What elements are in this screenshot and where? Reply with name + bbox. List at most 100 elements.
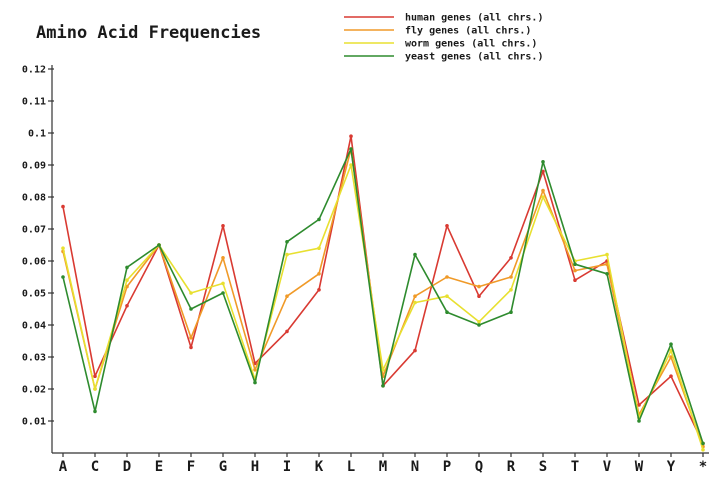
x-tick-label: E bbox=[155, 459, 163, 475]
data-point bbox=[189, 291, 193, 295]
data-point bbox=[125, 265, 129, 270]
data-point bbox=[541, 160, 545, 164]
data-point bbox=[285, 329, 289, 334]
x-tick-label: Y bbox=[667, 459, 676, 475]
data-point bbox=[317, 246, 321, 250]
data-point bbox=[285, 252, 289, 257]
data-point bbox=[445, 310, 449, 315]
x-tick-label: K bbox=[315, 459, 324, 475]
x-tick-label: L bbox=[347, 459, 355, 475]
data-point bbox=[221, 255, 225, 260]
data-point bbox=[541, 188, 545, 193]
y-tick-label: 0.11 bbox=[22, 97, 46, 108]
data-point bbox=[669, 342, 673, 347]
data-point bbox=[61, 246, 65, 250]
data-point bbox=[125, 278, 129, 283]
data-point bbox=[125, 304, 129, 308]
data-point bbox=[253, 380, 257, 385]
series-line bbox=[62, 135, 704, 444]
y-tick-label: 0.04 bbox=[22, 321, 46, 332]
data-point bbox=[93, 374, 97, 379]
data-point bbox=[61, 275, 65, 279]
data-point bbox=[285, 240, 289, 244]
x-tick-label: S bbox=[539, 459, 547, 475]
data-point bbox=[445, 275, 449, 279]
data-point bbox=[189, 336, 193, 340]
x-tick-label: R bbox=[507, 459, 516, 475]
axes: 0.01 0.02 0.03 0.04 0.05 0.06 0.07 0.08 0.09 0.1 0… bbox=[22, 65, 709, 475]
x-tick-label: * bbox=[699, 459, 707, 475]
data-point bbox=[637, 403, 641, 407]
data-point bbox=[317, 288, 321, 292]
x-tick-label: P bbox=[443, 459, 451, 475]
data-point bbox=[509, 255, 513, 260]
x-tick-label: M bbox=[379, 459, 387, 475]
data-point bbox=[253, 368, 257, 372]
data-point bbox=[285, 294, 289, 299]
data-point bbox=[573, 278, 577, 283]
data-point bbox=[669, 348, 673, 353]
x-tick-label: V bbox=[603, 459, 612, 475]
legend-label: worm genes (all chrs.) bbox=[405, 39, 537, 50]
data-point bbox=[669, 355, 673, 359]
data-point bbox=[669, 374, 673, 379]
series-line bbox=[62, 148, 704, 444]
data-point bbox=[413, 294, 417, 299]
y-tick-label: 0.1 bbox=[28, 129, 46, 140]
data-point bbox=[477, 294, 481, 299]
chart-title: Amino Acid Frequencies bbox=[36, 23, 261, 43]
series-line bbox=[62, 164, 704, 451]
x-tick-label: F bbox=[187, 459, 195, 475]
data-point bbox=[445, 294, 449, 299]
data-point bbox=[221, 281, 225, 286]
data-point bbox=[189, 345, 193, 350]
x-tick-label: H bbox=[251, 459, 259, 475]
data-point bbox=[573, 268, 577, 273]
x-tick-label: A bbox=[59, 459, 68, 475]
legend-label: yeast genes (all chrs.) bbox=[405, 52, 543, 63]
data-point bbox=[477, 284, 481, 289]
legend-label: fly genes (all chrs.) bbox=[405, 26, 531, 37]
data-point bbox=[477, 320, 481, 324]
series-layer bbox=[61, 134, 705, 452]
data-point bbox=[381, 384, 385, 388]
y-tick-label: 0.03 bbox=[22, 353, 46, 364]
data-point bbox=[413, 300, 417, 305]
y-tick-label: 0.02 bbox=[22, 385, 46, 396]
series-line bbox=[62, 148, 704, 447]
y-tick-label: 0.09 bbox=[22, 161, 46, 172]
data-point bbox=[93, 387, 97, 391]
series-0 bbox=[61, 134, 705, 446]
legend: human genes (all chrs.) fly genes (all ch… bbox=[344, 13, 543, 63]
data-point bbox=[477, 323, 481, 327]
data-point bbox=[349, 134, 353, 138]
y-tick-label: 0.01 bbox=[22, 417, 46, 428]
x-tick-label: I bbox=[283, 459, 291, 475]
data-point bbox=[381, 368, 385, 372]
data-point bbox=[317, 217, 321, 222]
data-point bbox=[605, 272, 609, 276]
x-tick-label: N bbox=[411, 459, 419, 475]
y-tick-label: 0.06 bbox=[22, 257, 46, 268]
data-point bbox=[541, 195, 545, 199]
data-point bbox=[509, 288, 513, 292]
y-tick-label: 0.08 bbox=[22, 193, 46, 204]
series-2 bbox=[61, 163, 705, 452]
data-point bbox=[317, 272, 321, 276]
x-tick-label: G bbox=[219, 459, 227, 475]
data-point bbox=[573, 262, 577, 267]
x-tick-label: T bbox=[571, 459, 579, 475]
series-3 bbox=[61, 147, 705, 446]
data-point bbox=[637, 419, 641, 423]
data-point bbox=[541, 169, 545, 174]
series-1 bbox=[61, 147, 705, 449]
data-point bbox=[413, 252, 417, 257]
data-point bbox=[189, 307, 193, 311]
data-point bbox=[701, 441, 705, 446]
x-tick-label: C bbox=[91, 459, 99, 475]
x-tick-label: Q bbox=[475, 459, 483, 475]
x-tick-label: D bbox=[123, 459, 131, 475]
data-point bbox=[221, 224, 225, 228]
data-point bbox=[509, 275, 513, 279]
